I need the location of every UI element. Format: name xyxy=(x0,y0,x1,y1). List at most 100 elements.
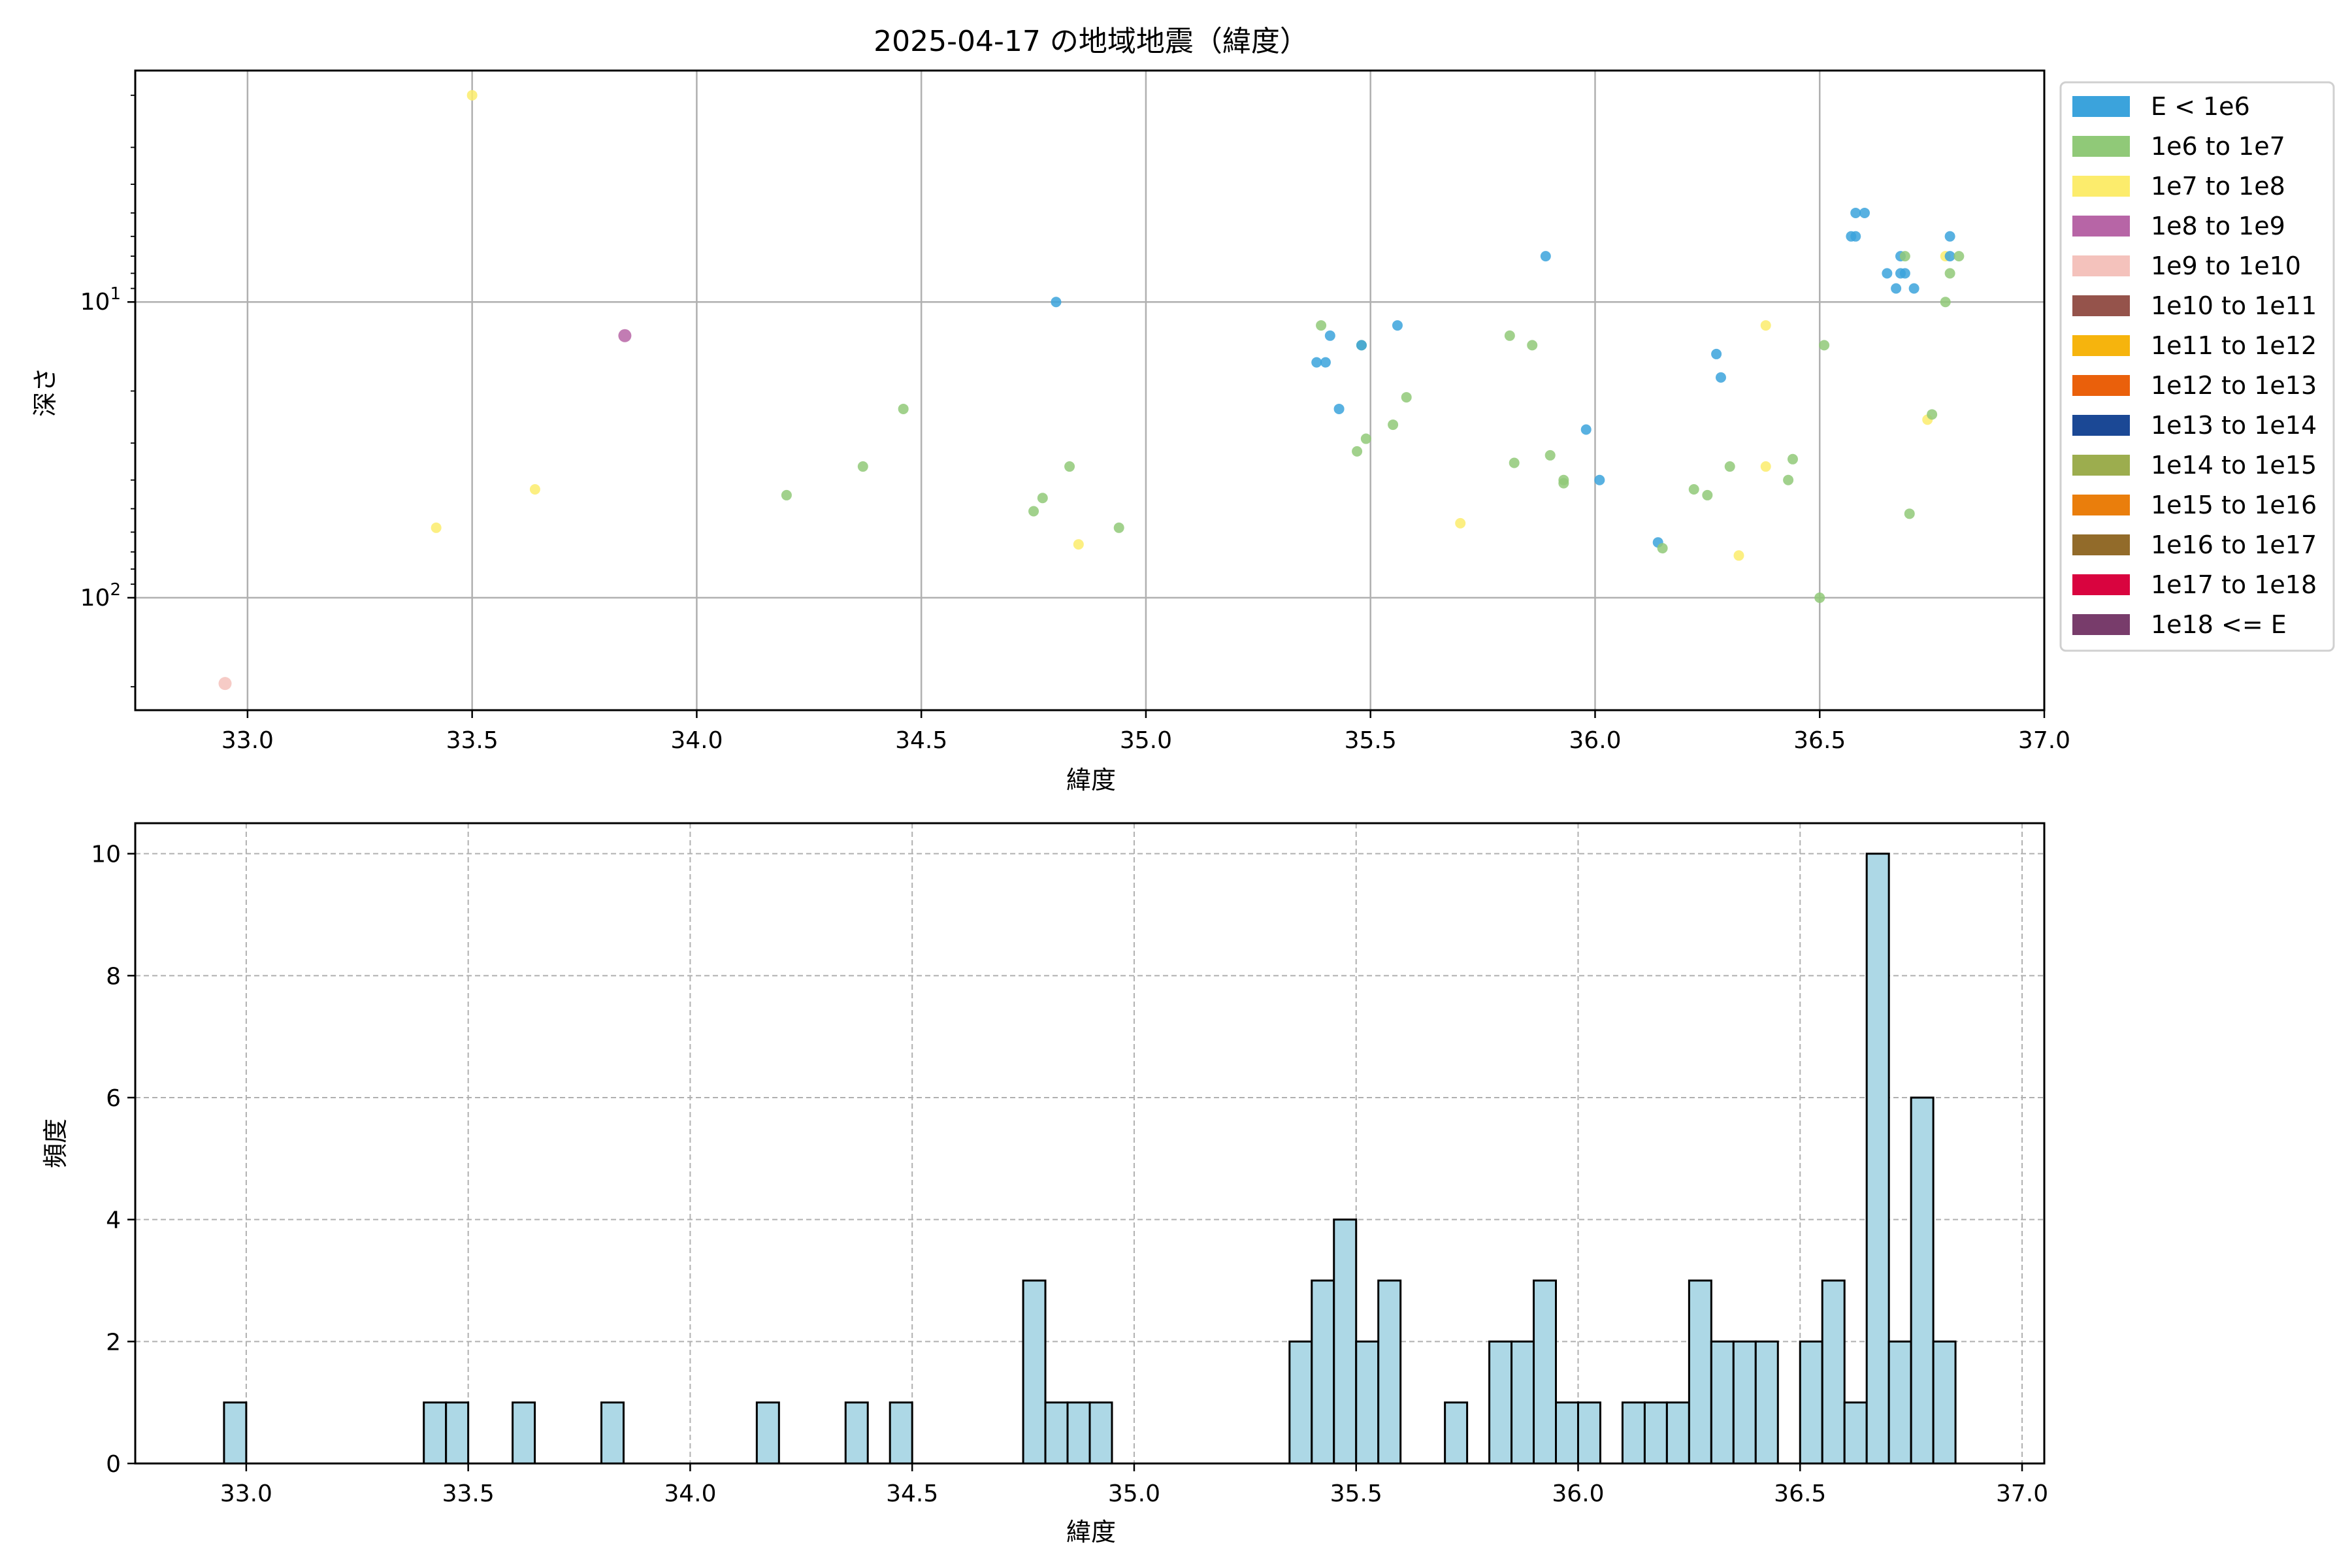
legend-swatch xyxy=(2072,455,2130,476)
histogram-bar xyxy=(1576,1401,1601,1465)
scatter-x-tick-label: 33.5 xyxy=(446,727,498,754)
histogram-bar xyxy=(445,1401,470,1465)
scatter-point xyxy=(1113,522,1124,533)
scatter-point xyxy=(1333,403,1345,414)
histogram-bar xyxy=(1288,1340,1313,1465)
scatter-point xyxy=(1527,340,1538,351)
scatter-point xyxy=(1953,251,1965,262)
histogram-bar xyxy=(1643,1401,1668,1465)
scatter-point xyxy=(1037,493,1048,504)
histogram-x-tick-label: 36.5 xyxy=(1774,1480,1826,1507)
histogram-bar xyxy=(1044,1401,1069,1465)
legend-label: 1e15 to 1e16 xyxy=(2151,491,2317,519)
histogram-x-tick-label: 37.0 xyxy=(1996,1480,2048,1507)
histogram-y-tick-label: 2 xyxy=(106,1329,121,1356)
histogram-y-tick-label: 10 xyxy=(91,841,121,868)
scatter-point xyxy=(1733,550,1744,561)
scatter-title: 2025-04-17 の地域地震（緯度） xyxy=(874,25,1309,58)
scatter-point xyxy=(431,522,442,533)
histogram-bar xyxy=(1887,1340,1912,1465)
scatter-point xyxy=(1311,357,1322,368)
scatter-point xyxy=(1819,340,1830,351)
scatter-x-axis-label: 緯度 xyxy=(1066,766,1116,794)
histogram-y-tick-label: 4 xyxy=(106,1207,121,1234)
legend-label: 1e9 to 1e10 xyxy=(2151,252,2301,280)
scatter-point xyxy=(1073,539,1084,550)
scatter-point xyxy=(781,489,792,500)
legend-swatch xyxy=(2072,335,2130,356)
scatter-x-tick-label: 34.0 xyxy=(670,727,723,754)
legend-swatch xyxy=(2072,176,2130,197)
scatter-y-ticks: 101 102 xyxy=(80,94,135,688)
scatter-point xyxy=(1657,543,1668,554)
histogram-bar xyxy=(755,1401,780,1465)
scatter-point xyxy=(1850,231,1861,242)
scatter-point xyxy=(1580,424,1592,435)
scatter-x-tick-label: 37.0 xyxy=(2018,727,2070,754)
histogram-bar xyxy=(1865,853,1890,1465)
legend-label: 1e6 to 1e7 xyxy=(2151,132,2285,161)
legend-swatch xyxy=(2072,614,2130,635)
legend-items: E < 1e6 1e6 to 1e7 1e7 to 1e8 1e8 to 1e9 1e9… xyxy=(2072,92,2317,639)
scatter-point xyxy=(1316,320,1327,331)
histogram-bar xyxy=(1088,1401,1113,1465)
scatter-point xyxy=(1356,340,1367,351)
scatter-plot-frame xyxy=(134,69,2046,711)
scatter-x-tick-label: 35.5 xyxy=(1345,727,1397,754)
histogram-panel: 33.0 33.5 34.0 34.5 35.0 35.5 36.0 36.5 37.0 0 2 4… xyxy=(41,822,2048,1546)
scatter-point xyxy=(1064,461,1075,472)
scatter-point xyxy=(1814,592,1825,603)
histogram-bar xyxy=(1311,1279,1335,1465)
scatter-point xyxy=(1702,489,1713,500)
scatter-point xyxy=(1544,449,1556,461)
scatter-point xyxy=(618,329,632,342)
histogram-bar xyxy=(1066,1401,1091,1465)
legend-label: 1e17 to 1e18 xyxy=(2151,570,2317,599)
scatter-grid xyxy=(135,71,2046,710)
scatter-point xyxy=(1352,446,1363,457)
scatter-point xyxy=(1401,392,1412,403)
scatter-point xyxy=(1908,283,1919,294)
scatter-point xyxy=(1760,320,1771,331)
scatter-point xyxy=(1324,330,1335,341)
legend-swatch xyxy=(2072,136,2130,157)
scatter-point xyxy=(1944,268,1955,279)
histogram-x-tick-label: 35.5 xyxy=(1330,1480,1382,1507)
histogram-bar xyxy=(1754,1340,1779,1465)
histogram-bar xyxy=(1511,1340,1535,1465)
legend: E < 1e6 1e6 to 1e7 1e7 to 1e8 1e8 to 1e9 1e9… xyxy=(2059,81,2335,652)
histogram-bar xyxy=(1843,1401,1868,1465)
scatter-point xyxy=(1504,330,1515,341)
histogram-bar xyxy=(1910,1096,1935,1465)
histogram-bar xyxy=(1444,1401,1469,1465)
histogram-bar xyxy=(1533,1279,1558,1465)
scatter-point xyxy=(1899,268,1910,279)
scatter-point xyxy=(1051,297,1062,308)
legend-label: 1e14 to 1e15 xyxy=(2151,451,2317,480)
scatter-point xyxy=(1688,483,1699,495)
histogram-bar xyxy=(1688,1279,1712,1465)
legend-label: 1e16 to 1e17 xyxy=(2151,531,2317,559)
histogram-bar xyxy=(1710,1340,1735,1465)
scatter-point xyxy=(1715,372,1726,383)
histogram-x-tick-label: 34.0 xyxy=(664,1480,716,1507)
histogram-bar xyxy=(1355,1340,1380,1465)
histogram-bar xyxy=(1821,1279,1846,1465)
scatter-x-tick-label: 34.5 xyxy=(895,727,947,754)
scatter-panel: 2025-04-17 の地域地震（緯度） 33.0 33.5 34.0 34.5 35.… xyxy=(31,25,2335,794)
scatter-point xyxy=(857,461,868,472)
scatter-y-axis-label: 深さ xyxy=(31,367,59,417)
histogram-y-tick-label: 0 xyxy=(106,1451,121,1478)
histogram-bar xyxy=(1022,1279,1047,1465)
scatter-x-tick-label: 33.0 xyxy=(221,727,274,754)
histogram-bar xyxy=(1555,1401,1579,1465)
scatter-x-tick-label: 36.0 xyxy=(1569,727,1621,754)
legend-swatch xyxy=(2072,295,2130,316)
histogram-bar xyxy=(223,1401,248,1465)
scatter-point xyxy=(1850,207,1861,218)
histogram-y-tick-label: 8 xyxy=(106,963,121,990)
scatter-point xyxy=(1787,453,1798,465)
legend-label: 1e10 to 1e11 xyxy=(2151,291,2317,320)
legend-swatch xyxy=(2072,96,2130,117)
scatter-point xyxy=(1859,207,1870,218)
